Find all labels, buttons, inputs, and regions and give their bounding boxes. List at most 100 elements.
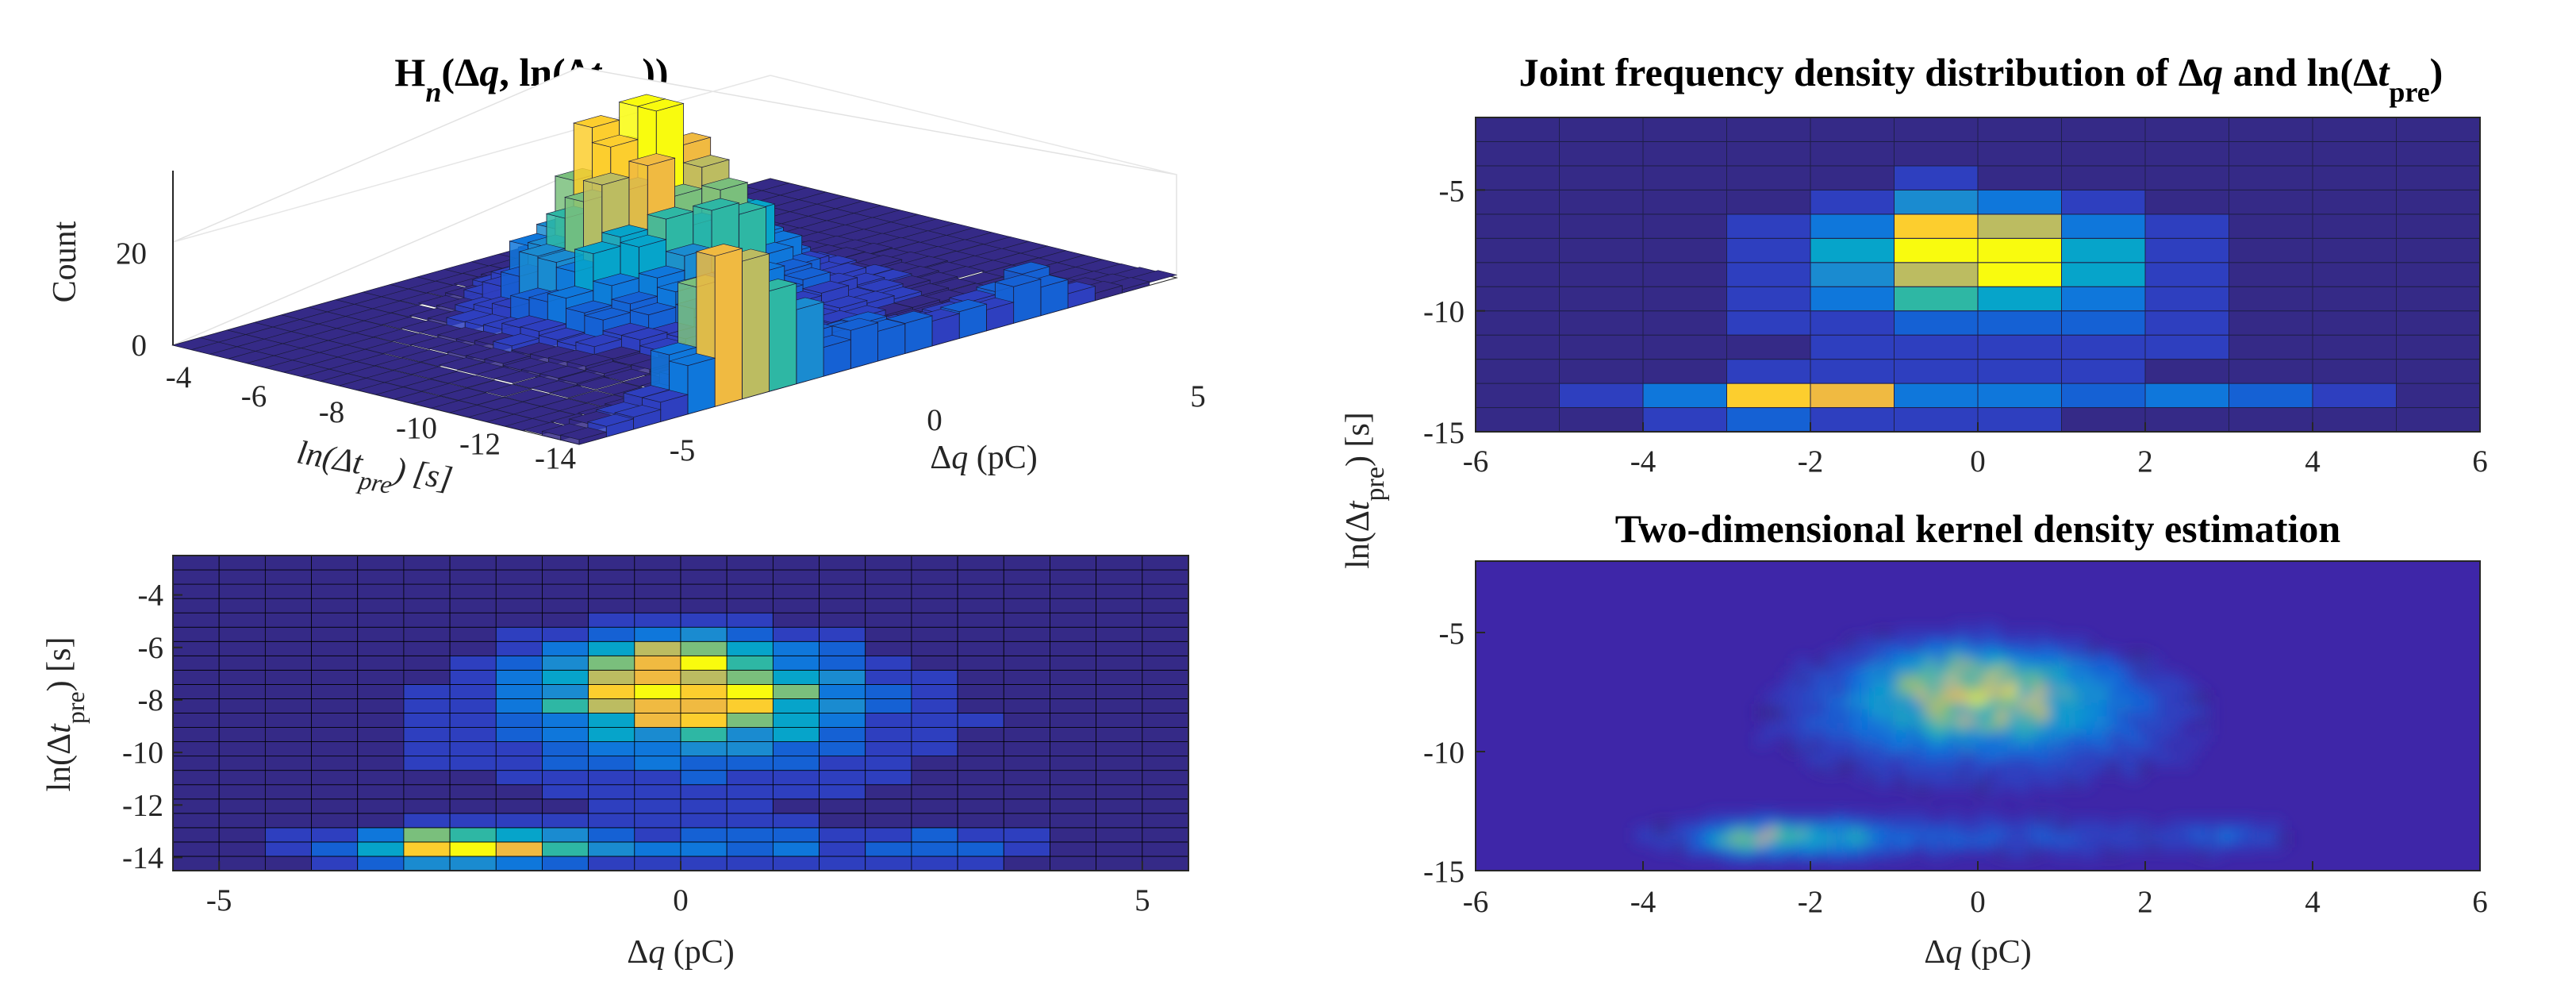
joint-cell <box>1475 286 1560 312</box>
kde-cell <box>2047 750 2060 760</box>
kde-cell <box>2137 659 2150 667</box>
kde-cell <box>1726 820 1738 829</box>
hist2d-cell <box>957 727 1004 742</box>
hist2d-cell <box>957 612 1004 628</box>
kde-cell <box>1937 841 1949 851</box>
joint-cell <box>2061 310 2146 336</box>
kde-cell <box>1766 721 1778 731</box>
hist2d-cell <box>1096 640 1143 656</box>
kde-cell <box>1816 665 1829 675</box>
joint-cell <box>1559 383 1644 409</box>
kde-cell <box>2057 708 2069 717</box>
kde-cell <box>1806 827 1818 837</box>
kde-cell <box>2117 679 2129 689</box>
hist2d-cell <box>1050 612 1097 628</box>
kde-cell <box>2067 778 2079 787</box>
joint-cell <box>2144 359 2229 384</box>
kde-cell <box>2157 679 2170 689</box>
kde-cell <box>1997 743 2009 752</box>
hist2d-cell <box>726 727 774 742</box>
hist2d-cell <box>264 640 312 656</box>
hist2d-cell <box>172 827 220 843</box>
hist3d-bar-top <box>692 198 740 211</box>
kde-cell <box>2037 736 2049 745</box>
kde-cell <box>1997 652 2009 661</box>
x-tick: 5 <box>1190 379 1206 413</box>
kde-cell <box>1676 834 1687 844</box>
kde-cell <box>1826 715 1838 724</box>
kde-cell <box>1956 778 1969 787</box>
kde-cell <box>2057 736 2069 745</box>
hist2d-cell <box>264 756 312 771</box>
kde-cell <box>1836 834 1849 844</box>
joint-cell <box>2312 189 2397 215</box>
kde-cell <box>2017 701 2029 710</box>
kde-cell <box>2057 764 2069 773</box>
joint-cell <box>1810 407 1895 433</box>
kde-cell <box>1806 757 1818 767</box>
kde-cell <box>1967 644 1979 654</box>
right-shared-y-axis-label: ln(Δtpre) [s] <box>1340 412 1390 569</box>
kde-y-tick-label: -5 <box>1439 617 1465 651</box>
kde-cell <box>1926 778 1939 787</box>
kde-cell <box>1956 665 1969 675</box>
kde-cell <box>1766 708 1778 717</box>
kde-cell <box>1816 848 1829 858</box>
kde-cell <box>1856 856 1868 865</box>
y-tick: -12 <box>459 427 501 461</box>
kde-cell <box>2148 687 2159 696</box>
kde-cell <box>2228 841 2240 851</box>
hist2d-cell <box>449 727 497 742</box>
hist2d-cell <box>1003 640 1050 656</box>
joint-cell <box>2312 310 2397 336</box>
kde-cell <box>1856 687 1868 696</box>
kde-cell <box>2027 764 2039 773</box>
kde-cell <box>1726 848 1738 858</box>
kde-cell <box>1736 834 1748 844</box>
kde-cell <box>1836 729 1849 738</box>
hist2d-cell <box>1142 612 1189 628</box>
kde-cell <box>2027 834 2039 844</box>
kde-cell <box>2027 659 2039 667</box>
hist2d-cell <box>449 555 497 571</box>
hist2d-cell <box>218 856 266 871</box>
hist2d-cell <box>218 598 266 613</box>
kde-cell <box>1906 757 1919 767</box>
hist2d-cell <box>726 813 774 829</box>
hist2d-cell <box>495 655 543 671</box>
kde-cell <box>2077 637 2090 647</box>
kde-cell <box>1956 630 1969 640</box>
hist2d-cell <box>403 669 451 685</box>
kde-cell <box>1816 764 1829 773</box>
kde-cell <box>1826 764 1838 773</box>
joint-cell <box>2396 165 2481 190</box>
kde-cell <box>1856 834 1868 844</box>
hist2d-cell <box>911 813 958 829</box>
joint-cell <box>2144 334 2229 360</box>
kde-cell <box>1866 820 1879 829</box>
kde-cell <box>1997 644 2009 654</box>
hist2d-cell <box>449 640 497 656</box>
kde-cell <box>2127 841 2140 851</box>
kde-cell <box>2027 694 2039 703</box>
kde-cell <box>2047 637 2060 647</box>
kde-cell <box>1806 736 1818 745</box>
kde-cell <box>1906 672 1919 682</box>
kde-cell <box>2198 841 2210 851</box>
kde-cell <box>2137 708 2150 717</box>
kde-cell <box>2187 687 2200 696</box>
hist2d-cell <box>1096 813 1143 829</box>
joint-y-tick-label: -10 <box>1423 295 1465 329</box>
hist2d-cell <box>680 698 727 713</box>
kde-cell <box>1887 672 1898 682</box>
kde-cell <box>1947 701 1959 710</box>
kde-cell <box>2067 637 2079 647</box>
kde-cell <box>2278 834 2290 844</box>
kde-cell <box>1756 834 1768 844</box>
kde-cell <box>2117 665 2129 675</box>
y-tick: -4 <box>166 360 192 394</box>
kde-cell <box>1906 715 1919 724</box>
kde-cell <box>1906 813 1919 822</box>
hist2d-cell <box>634 669 681 685</box>
kde-cell <box>1796 834 1808 844</box>
